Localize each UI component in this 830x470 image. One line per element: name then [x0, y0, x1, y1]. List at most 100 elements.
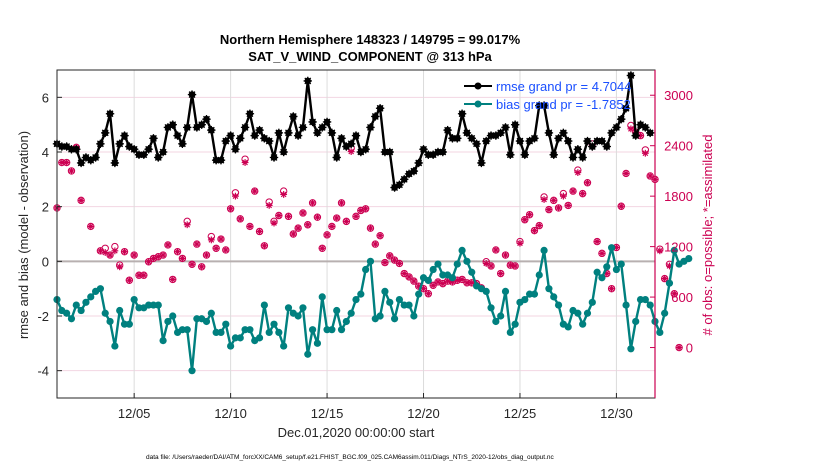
rmse-point — [245, 109, 255, 118]
right-y-axis-label: # of obs: o=possible; *=assimilated — [700, 135, 715, 336]
x-axis-ticks: 12/05 12/10 12/15 12/20 12/25 12/30 — [118, 393, 633, 421]
bias-point — [617, 260, 625, 268]
bias-point — [593, 268, 601, 276]
obs-assimilated-point — [439, 280, 447, 288]
rmse-point — [385, 147, 394, 157]
rmse-point — [322, 117, 332, 127]
rmse-point — [255, 125, 264, 135]
obs-assimilated-point — [559, 192, 567, 200]
rmse-point — [346, 139, 356, 148]
y-tick-label: 2 — [42, 200, 49, 215]
bias-point — [188, 367, 196, 375]
bias-point — [627, 345, 635, 353]
rmse-point — [501, 123, 510, 132]
rmse-point — [231, 145, 240, 154]
rmse-point — [269, 153, 279, 162]
y-axis-ticks: -4 -2 0 2 4 6 — [37, 90, 62, 379]
bias-point — [395, 296, 404, 304]
bias-point — [415, 290, 423, 298]
obs-assimilated-point — [232, 192, 239, 200]
rmse-point — [149, 134, 158, 143]
rmse-point — [154, 153, 163, 162]
rmse-point — [168, 120, 177, 129]
rmse-point — [554, 134, 563, 143]
obs-assimilated-point — [328, 223, 336, 230]
rmse-point — [549, 150, 558, 159]
bias-line — [55, 246, 690, 372]
bias-point — [554, 301, 563, 309]
rmse-point — [573, 145, 583, 154]
rmse-series — [52, 71, 655, 192]
bias-point — [236, 334, 244, 342]
obs-assimilated-point — [670, 290, 678, 298]
obs-assimilated-point — [347, 148, 355, 155]
bias-point — [63, 309, 71, 317]
rmse-point — [404, 169, 414, 179]
bias-point — [87, 293, 95, 301]
bias-point — [270, 320, 278, 328]
bias-point — [386, 298, 394, 306]
rmse-point — [207, 125, 216, 135]
rmse-point — [588, 142, 597, 151]
y-tick-label: -4 — [37, 364, 49, 379]
obs-assimilated-point — [270, 219, 278, 227]
rmse-point — [303, 76, 312, 86]
right-y-axis-ticks: 0 600 1200 1800 2400 3000 — [650, 88, 693, 356]
obs-assimilated-point — [627, 125, 635, 133]
bias-point — [535, 271, 543, 279]
bias-point — [656, 328, 664, 336]
obs-assimilated-point — [506, 261, 514, 269]
y-axis-label: rmse and bias (model - observation) — [16, 131, 31, 339]
obs-assimilated-point — [227, 205, 235, 213]
right-y-tick-label: 2400 — [664, 139, 693, 154]
bias-point — [607, 244, 616, 252]
rmse-point — [327, 128, 337, 138]
obs-assimilated-point — [511, 262, 519, 270]
bias-point — [381, 287, 389, 295]
bias-point — [458, 246, 466, 254]
obs-assimilated-point — [145, 258, 153, 266]
obs-assimilated-point — [535, 222, 543, 229]
rmse-point — [120, 131, 129, 140]
bias-point — [482, 287, 490, 295]
rmse-point — [284, 128, 293, 138]
obs-assimilated-point — [400, 270, 408, 277]
rmse-point — [96, 139, 105, 148]
obs-assimilated-point — [77, 196, 85, 204]
rmse-point — [400, 175, 409, 184]
obs-assimilated-point — [521, 216, 529, 224]
rmse-point — [101, 128, 110, 138]
bias-point — [632, 317, 640, 326]
bias-point — [294, 312, 302, 320]
rmse-point — [467, 134, 476, 143]
obs-assimilated-point — [304, 221, 312, 229]
rmse-point — [602, 142, 611, 151]
bias-point — [328, 326, 336, 334]
obs-assimilated-point — [540, 196, 548, 203]
obs-assimilated-point — [116, 263, 124, 271]
rmse-point — [129, 145, 139, 154]
rmse-point — [86, 156, 95, 165]
obs-assimilated-point — [178, 254, 186, 262]
bias-point — [646, 301, 654, 309]
rmse-point — [496, 128, 505, 138]
bias-point — [106, 317, 114, 326]
obs-assimilated-point — [159, 251, 167, 259]
obs-assimilated-point — [154, 253, 162, 261]
obs-assimilated-point — [87, 223, 95, 230]
chart-title-line-2: SAT_V_WIND_COMPONENT @ 313 hPa — [248, 49, 492, 64]
legend-rmse-label: rmse grand pr = 4.7044 — [496, 79, 632, 94]
rmse-point — [520, 150, 529, 159]
rmse-point — [597, 136, 607, 146]
obs-assimilated-point — [246, 223, 254, 230]
bias-point — [463, 257, 471, 265]
legend-bias-label: bias grand pr = -1.7852 — [496, 97, 631, 112]
obs-assimilated-point — [492, 246, 500, 254]
rmse-point — [621, 104, 631, 113]
bias-point — [424, 276, 432, 285]
bias-point — [246, 326, 254, 334]
obs-assimilated-point — [140, 271, 148, 279]
obs-assimilated-point — [299, 209, 307, 217]
obs-assimilated-point — [502, 251, 509, 259]
